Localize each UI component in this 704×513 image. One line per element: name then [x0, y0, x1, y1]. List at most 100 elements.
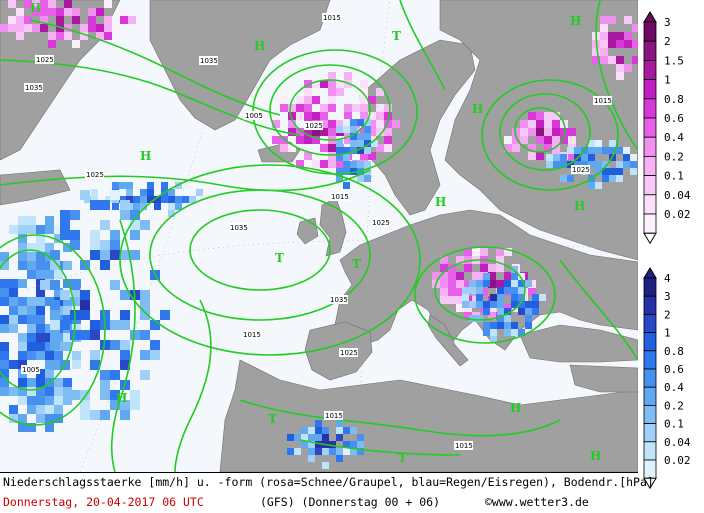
precip-cell	[624, 64, 632, 72]
precip-cell	[464, 264, 472, 272]
precip-cell	[312, 80, 320, 88]
precip-cell	[504, 136, 512, 144]
precip-cell	[50, 300, 60, 310]
precip-cell	[595, 147, 602, 154]
precip-cell	[36, 252, 45, 261]
precip-cell	[595, 140, 602, 147]
isobar-label-bg	[322, 13, 341, 22]
precip-cell	[63, 333, 72, 342]
precip-cell	[476, 301, 483, 308]
isobar-label-bg	[304, 121, 323, 130]
precip-cell	[581, 154, 588, 161]
isobar-line	[110, 219, 136, 472]
precip-cell	[344, 136, 352, 144]
precip-cell	[80, 290, 90, 300]
legend-rain-swatch	[643, 350, 657, 370]
precip-cell	[560, 175, 567, 182]
precip-cell	[50, 320, 60, 330]
precip-cell	[54, 414, 63, 423]
precip-cell	[512, 128, 520, 136]
precip-cell	[350, 133, 357, 140]
high-pressure-marker: H	[574, 199, 585, 213]
precip-cell	[329, 448, 336, 455]
precip-cell	[45, 225, 54, 234]
precip-cell	[518, 301, 525, 308]
precip-cell	[608, 32, 616, 40]
precip-cell	[343, 154, 350, 161]
precip-cell	[130, 250, 140, 260]
precip-cell	[552, 128, 560, 136]
precip-cell	[36, 297, 45, 306]
precip-cell	[287, 434, 294, 441]
precip-cell	[304, 136, 312, 144]
precip-cell	[27, 306, 36, 315]
precip-cell	[469, 301, 476, 308]
precip-cell	[384, 104, 392, 112]
precip-cell	[488, 280, 496, 288]
precip-cell	[40, 280, 50, 290]
precip-cell	[104, 24, 112, 32]
precip-cell	[504, 144, 512, 152]
land-masses	[0, 0, 638, 472]
precip-cell	[100, 240, 110, 250]
precip-cell	[45, 324, 54, 333]
precip-cell	[448, 280, 456, 288]
land-middle-east	[569, 364, 638, 393]
precip-cell	[360, 88, 368, 96]
precip-cell	[296, 104, 304, 112]
precip-cell	[360, 96, 368, 104]
precip-cell	[357, 448, 364, 455]
precip-cell	[90, 410, 100, 420]
precip-cell	[40, 24, 48, 32]
precip-cell	[360, 152, 368, 160]
precip-cell	[368, 152, 376, 160]
precip-cell	[304, 112, 312, 120]
low-pressure-marker: T	[392, 29, 401, 43]
precip-cell	[490, 294, 497, 301]
precip-cell	[312, 128, 320, 136]
precip-cell	[54, 288, 63, 297]
precip-cell	[36, 306, 45, 315]
precip-cell	[91, 196, 98, 203]
precip-cell	[343, 147, 350, 154]
precip-cell	[448, 272, 456, 280]
legend-rain-swatch	[643, 441, 657, 461]
precip-cell	[483, 273, 490, 280]
precip-cell	[504, 280, 511, 287]
precip-cell	[60, 230, 70, 240]
precip-cell	[350, 147, 357, 154]
precip-cell	[70, 390, 80, 400]
isobar-label-bg	[371, 218, 390, 227]
precip-cell	[9, 288, 18, 297]
isobar-line	[239, 399, 561, 437]
isobar-low-balkan	[434, 259, 526, 321]
precip-cell	[36, 315, 45, 324]
precip-cell	[18, 279, 27, 288]
legend-snow-swatch	[643, 60, 657, 81]
precip-cell	[60, 290, 70, 300]
high-pressure-marker: H	[472, 102, 483, 116]
precip-cell	[328, 120, 336, 128]
footer-copyright[interactable]: ©www.wetter3.de	[485, 495, 589, 509]
high-pressure-marker: H	[590, 449, 601, 463]
precip-cell	[54, 234, 63, 243]
legend-rain: 4 3 2 1 0.8 0.6 0.4 0.2 0.1 0.04 0.02	[640, 267, 702, 490]
precip-cell	[80, 390, 90, 400]
legend-rain-label: 0.1	[664, 418, 684, 431]
precip-cell	[528, 128, 536, 136]
precip-cell	[8, 24, 16, 32]
precip-cell	[497, 301, 504, 308]
precip-cell	[350, 448, 357, 455]
precip-cell	[120, 360, 130, 370]
precip-cell	[392, 120, 400, 128]
precip-cell	[9, 306, 18, 315]
precip-cell	[600, 40, 608, 48]
precip-cell	[456, 304, 464, 312]
precip-cell	[350, 427, 357, 434]
isobar-label-bg	[339, 348, 358, 357]
precip-cell	[440, 264, 448, 272]
precip-cell	[518, 308, 525, 315]
precip-cell	[343, 448, 350, 455]
precip-cell	[24, 24, 32, 32]
precip-cell	[100, 370, 110, 380]
